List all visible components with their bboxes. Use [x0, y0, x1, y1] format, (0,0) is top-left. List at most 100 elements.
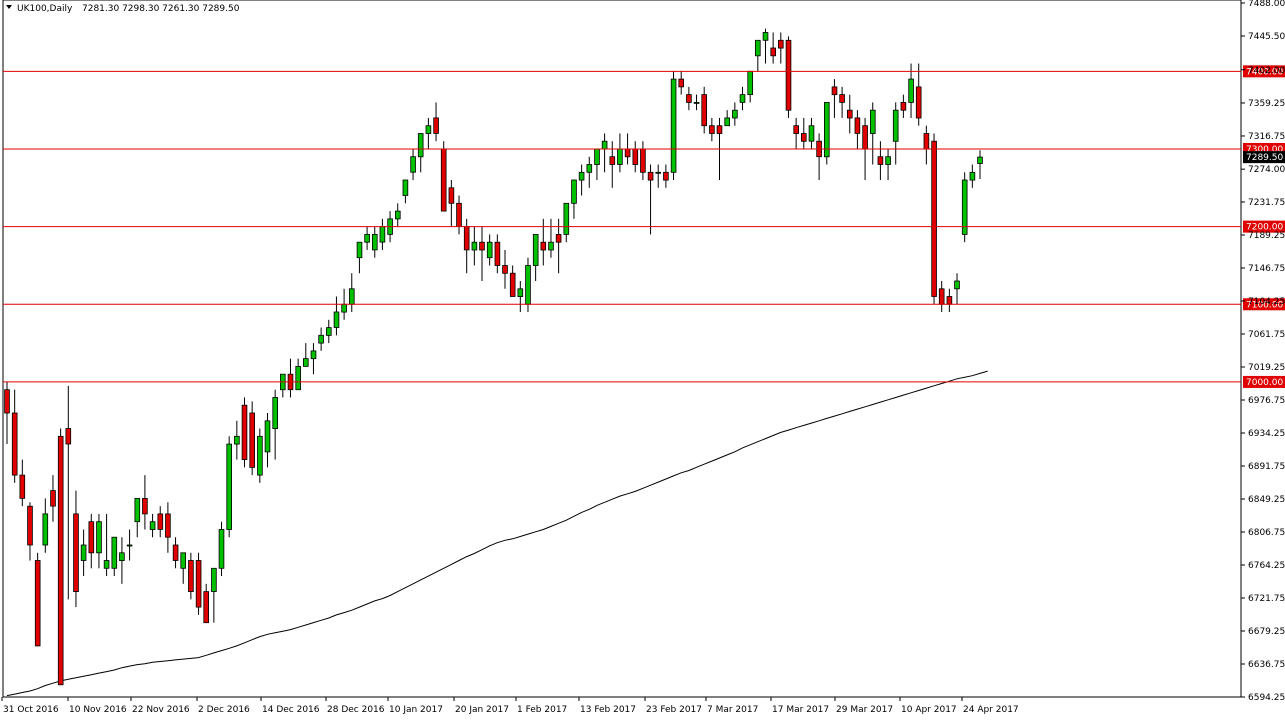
x-tick-label: 1 Feb 2017 — [517, 705, 567, 715]
candle-body — [870, 109, 876, 134]
candle — [333, 296, 340, 336]
candle — [548, 218, 554, 258]
candle-body — [785, 39, 792, 111]
candle — [701, 86, 707, 134]
candle — [471, 226, 478, 266]
y-tick-label: 6934.25 — [1248, 429, 1285, 439]
candle-body — [555, 233, 562, 243]
candle — [318, 327, 324, 351]
x-tick-label: 29 Mar 2017 — [836, 705, 893, 715]
candle-body — [425, 125, 432, 134]
candle — [509, 265, 516, 297]
candle — [410, 148, 416, 181]
candle-body — [977, 156, 983, 164]
candle — [892, 102, 899, 165]
candle-body — [655, 171, 661, 174]
candle — [126, 529, 133, 561]
x-tick-label: 10 Apr 2017 — [901, 705, 957, 715]
candle-body — [471, 241, 478, 251]
candle — [762, 28, 769, 64]
x-tick-label: 14 Dec 2016 — [262, 705, 320, 715]
candle-body — [961, 179, 968, 235]
candle — [739, 86, 746, 111]
candle — [402, 179, 409, 204]
candle — [134, 497, 141, 538]
candle-body — [11, 412, 18, 476]
y-tick-label: 6806.75 — [1248, 528, 1285, 538]
candle-body — [341, 303, 347, 313]
x-tick-label: 24 Apr 2017 — [963, 705, 1019, 715]
candle — [870, 102, 876, 165]
candle — [203, 583, 210, 624]
candle — [119, 537, 125, 584]
candle — [111, 536, 118, 577]
candle-body — [371, 233, 378, 251]
candle-body — [808, 125, 815, 142]
candle-body — [877, 156, 884, 165]
candle — [678, 71, 684, 95]
price-level-label: 7100.00 — [1246, 300, 1283, 310]
y-tick-label: 7231.75 — [1248, 198, 1285, 208]
y-tick-label: 6636.75 — [1248, 660, 1285, 670]
candle-body — [226, 443, 233, 530]
x-tick-label: 17 Mar 2017 — [772, 705, 829, 715]
candle-body — [310, 350, 317, 360]
candle-body — [862, 125, 868, 150]
candle-body — [502, 265, 508, 274]
candle — [425, 117, 432, 149]
candle — [257, 428, 263, 483]
candle — [885, 148, 891, 181]
candle-body — [234, 435, 240, 445]
candle — [977, 150, 983, 180]
candle-body — [640, 148, 646, 173]
candle-body — [724, 117, 730, 127]
candle-body — [839, 94, 845, 103]
candle — [448, 180, 455, 227]
candle-body — [632, 148, 639, 165]
candle-body — [747, 70, 753, 96]
candle — [325, 319, 332, 344]
candle-body — [195, 560, 202, 608]
candle-body — [931, 140, 937, 297]
candle-body — [517, 288, 524, 297]
candle-body — [218, 529, 225, 569]
dropdown-triangle-icon[interactable] — [6, 5, 12, 9]
candle-body — [885, 156, 891, 165]
candle — [586, 156, 593, 188]
candle-body — [594, 148, 600, 165]
candle-body — [142, 497, 148, 515]
x-tick-label: 23 Feb 2017 — [646, 705, 702, 715]
candle-body — [770, 47, 776, 57]
candle-body — [709, 125, 715, 134]
price-level-tag — [1243, 65, 1285, 78]
candle-body — [157, 513, 164, 530]
candle — [801, 117, 807, 149]
candle-body — [915, 86, 922, 119]
candle-body — [379, 226, 386, 243]
candle-body — [755, 39, 761, 57]
candle — [854, 110, 861, 149]
candle — [42, 498, 49, 553]
candle-body — [50, 490, 56, 507]
candle-body — [417, 133, 424, 158]
candle — [180, 552, 187, 584]
candle-body — [494, 241, 501, 266]
y-tick-label: 7019.25 — [1248, 363, 1285, 373]
candle — [103, 513, 110, 577]
candle-body — [410, 156, 416, 173]
candle-body — [739, 94, 746, 103]
candle-body — [762, 32, 769, 41]
candle — [433, 102, 439, 142]
x-tick-label: 7 Mar 2017 — [707, 705, 758, 715]
y-tick-label: 7359.25 — [1248, 99, 1285, 109]
candle — [839, 86, 845, 118]
candle — [188, 552, 194, 600]
candle-body — [165, 513, 171, 538]
candle-body — [831, 86, 838, 96]
candle-body — [356, 241, 363, 259]
candle — [555, 218, 562, 274]
plot-frame — [2, 0, 1242, 698]
candle-body — [119, 552, 125, 561]
